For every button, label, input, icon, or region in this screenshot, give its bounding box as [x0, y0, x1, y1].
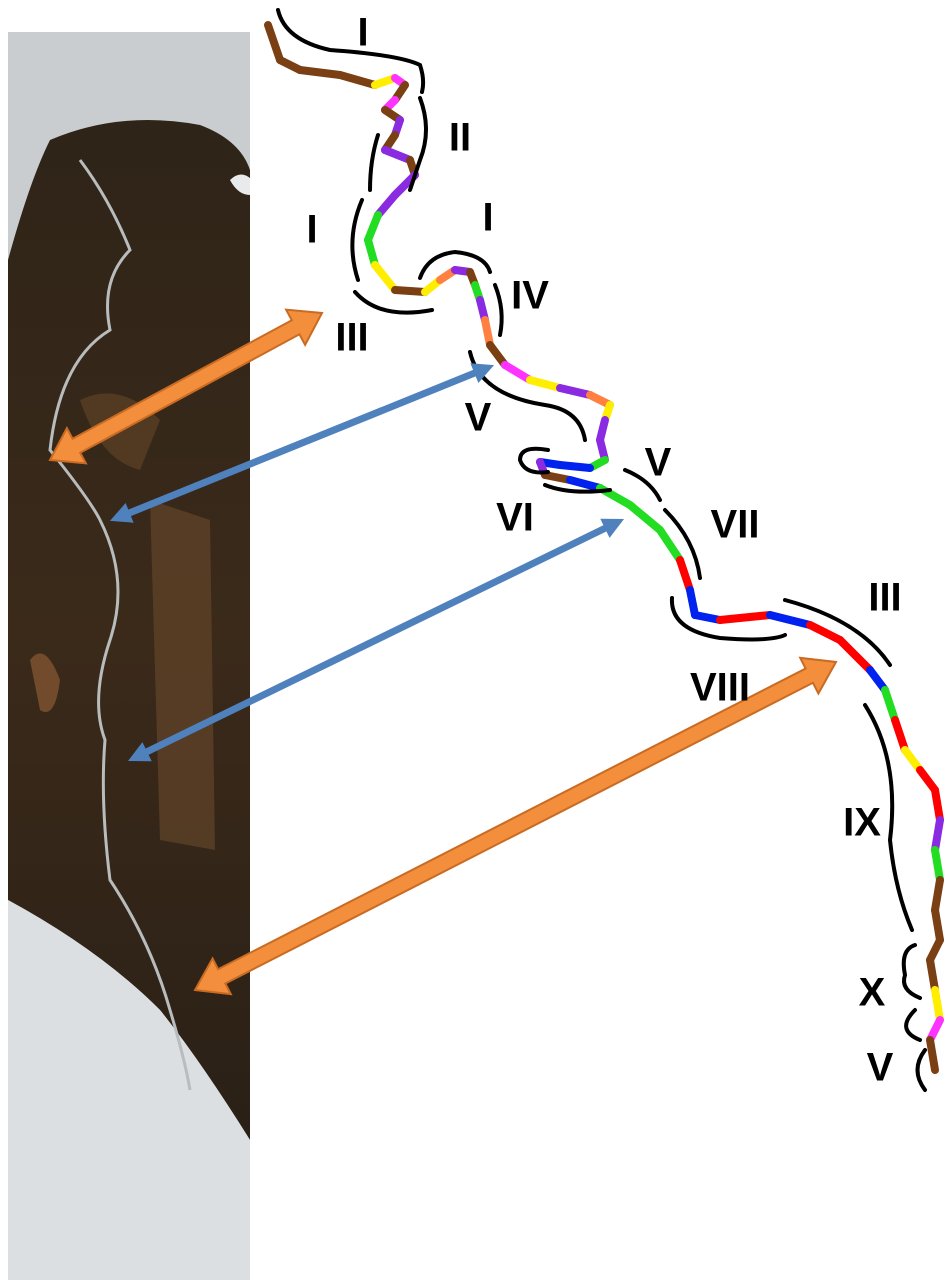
river-segment	[375, 265, 395, 290]
zone-label: VII	[711, 503, 760, 547]
river-segment	[570, 480, 600, 488]
river-segment	[885, 690, 895, 720]
river-segment	[505, 365, 530, 380]
river-segment	[935, 790, 940, 820]
zone-label: VI	[496, 496, 534, 540]
zone-label: V	[465, 396, 492, 440]
zone-label: I	[357, 11, 368, 55]
river-segment	[340, 75, 375, 85]
zone-label: X	[859, 971, 886, 1015]
river-segment	[368, 215, 378, 240]
zone-label: V	[867, 1046, 894, 1090]
river-segment	[935, 850, 940, 880]
river-segment	[630, 505, 660, 530]
river-segment	[268, 25, 280, 60]
river-segment	[720, 615, 770, 620]
zone-label: VIII	[690, 666, 750, 710]
zone-label: III	[335, 316, 368, 360]
river-segment	[300, 70, 340, 75]
river-segment	[560, 465, 590, 468]
river-segment	[935, 880, 940, 910]
river-segment	[840, 640, 870, 670]
river-segment	[935, 990, 940, 1020]
river-segment	[810, 625, 840, 640]
river-segment	[660, 530, 680, 560]
brackets	[278, 10, 925, 1090]
zone-label: I	[306, 208, 317, 252]
river-segment	[895, 720, 905, 750]
river-segment	[560, 388, 590, 395]
river-segment	[930, 1040, 935, 1070]
river-segment	[385, 150, 410, 160]
river-segment	[395, 290, 425, 292]
zone-label: IX	[843, 801, 881, 845]
zone-label: V	[645, 441, 672, 485]
zone-label: I	[482, 196, 493, 240]
river-segment	[770, 615, 810, 625]
zone-label: II	[449, 116, 471, 160]
river-segment	[935, 820, 940, 850]
river-segment	[935, 910, 940, 940]
river-segment	[530, 380, 560, 388]
page: IIIIIIVIIIVVVIVIIIIIVIIIIXXV (() => { co…	[0, 0, 946, 1280]
zone-label: IV	[511, 274, 549, 318]
river-segment	[930, 960, 935, 990]
satellite-image	[8, 32, 250, 1280]
figure: IIIIIIVIIIVVVIVIIIIIVIIIIXXV	[0, 0, 946, 1280]
river-segment	[680, 560, 690, 590]
zone-label: III	[868, 576, 901, 620]
